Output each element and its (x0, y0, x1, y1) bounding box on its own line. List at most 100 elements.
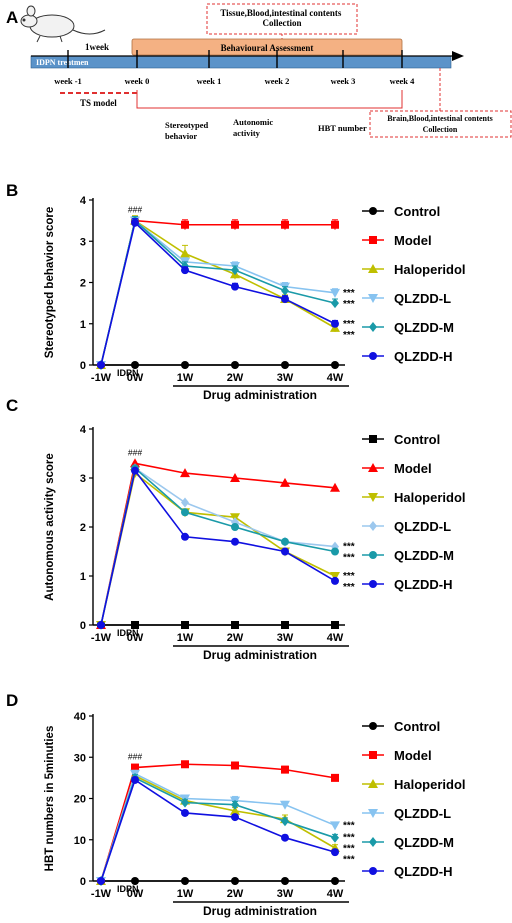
x-tick-label: 3W (277, 632, 294, 644)
x-tick-label: 0W (127, 632, 144, 644)
legend-label: QLZDD-M (394, 548, 454, 563)
y-tick-label: 1 (80, 319, 86, 331)
timeline-bar (30, 55, 452, 69)
data-point (131, 763, 139, 772)
ts-model-label: TS model (80, 98, 117, 108)
y-tick-label: 40 (74, 711, 86, 723)
series-line (100, 778, 336, 882)
data-point (280, 477, 290, 487)
series-control (97, 361, 339, 369)
legend-marker (368, 493, 378, 502)
series-line (100, 774, 336, 882)
legend-entry: Model (362, 748, 432, 763)
significance-marker: *** (343, 553, 355, 564)
data-point (181, 877, 189, 885)
series-qlzdd-m (97, 464, 339, 629)
idpn-label: IDPN (117, 368, 139, 378)
y-tick-label: 3 (80, 473, 86, 485)
legend-label: Control (394, 432, 440, 447)
legend-marker (369, 352, 377, 360)
y-axis-label: Stereotyped behavior score (44, 207, 56, 358)
week-label: week 4 (390, 76, 416, 86)
data-point (331, 298, 339, 309)
week-label: week 3 (331, 76, 356, 86)
data-point (181, 497, 189, 508)
series-haloperidol (96, 469, 340, 630)
significance-marker: *** (343, 855, 355, 866)
x-tick-label: 4W (327, 372, 344, 384)
series-line (100, 772, 336, 882)
panel-label: B (6, 181, 18, 200)
idpn-treatment-label: IDPN treatmen (36, 58, 89, 67)
panel-c-autonomous-chart: C 0 1 2 3 4 Autonomous activity score -1W 0W 1W 2W… (6, 396, 466, 662)
measure-autonomic: Autonomic activity (233, 117, 273, 138)
x-tick-label: 2W (227, 632, 244, 644)
legend-marker (368, 779, 378, 788)
data-point (97, 621, 105, 629)
final-collection-box (369, 110, 512, 138)
data-point (331, 773, 339, 782)
data-point (331, 547, 339, 556)
series-qlzdd-h (97, 466, 339, 629)
y-axis-label: Autonomous activity score (44, 453, 56, 601)
data-point (331, 576, 339, 585)
x-tick-label: 1W (177, 372, 194, 384)
legend-marker (368, 809, 378, 818)
peak-annotation: ### (128, 205, 142, 215)
data-point (281, 621, 289, 629)
peak-annotation: ### (128, 447, 142, 457)
legend-entry: QLZDD-H (362, 349, 453, 364)
y-tick-label: 3 (80, 236, 86, 248)
data-point (181, 508, 189, 517)
significance-marker: *** (343, 820, 355, 831)
x-tick-label: 2W (227, 888, 244, 900)
legend-entry: QLZDD-H (362, 864, 453, 879)
mouse-icon (20, 5, 106, 43)
panel-b-stereotyped-chart: B 0 1 2 3 4 Stereotyped behavior score -1W 0W 1W 2… (6, 181, 466, 402)
data-point (231, 537, 239, 546)
panel-a-timeline: A Tissue,Blood,intestinal contents Colle… (6, 3, 512, 141)
data-point (281, 220, 289, 229)
data-point (97, 877, 105, 885)
y-tick-label: 20 (74, 794, 86, 806)
y-tick-label: 1 (80, 571, 86, 583)
data-point (231, 877, 239, 885)
series-line (100, 219, 336, 366)
legend-entry: Haloperidol (362, 777, 466, 792)
x-axis-label: Drug administration (203, 388, 317, 402)
week-label: week 0 (125, 76, 150, 86)
legend-marker (369, 207, 377, 215)
y-tick-label: 30 (74, 752, 86, 764)
legend-label: Haloperidol (394, 490, 466, 505)
significance-marker: *** (343, 833, 355, 844)
idpn-label: IDPN (117, 628, 139, 638)
legend-entry: QLZDD-L (362, 806, 451, 821)
legend-entry: QLZDD-L (362, 291, 451, 306)
series-control (97, 621, 339, 629)
data-point (131, 621, 139, 629)
legend-label: Model (394, 461, 432, 476)
y-tick-label: 2 (80, 278, 86, 290)
legend-marker (369, 435, 377, 443)
data-point (281, 537, 289, 546)
week-label: week -1 (54, 76, 82, 86)
idpn-label: IDPN (117, 884, 139, 894)
data-point (181, 266, 189, 275)
data-point (330, 821, 340, 831)
data-point (181, 797, 189, 808)
data-point (281, 361, 289, 369)
legend-entry: QLZDD-M (362, 835, 454, 850)
data-point (180, 248, 190, 258)
legend-label: QLZDD-H (394, 577, 453, 592)
x-tick-label: -1W (91, 888, 112, 900)
data-point (231, 265, 239, 276)
legend-entry: Control (362, 204, 440, 219)
legend-label: QLZDD-M (394, 835, 454, 850)
legend-label: Model (394, 233, 432, 248)
data-point (330, 482, 340, 492)
data-point (230, 473, 240, 482)
series-qlzdd-h (97, 775, 339, 885)
behaviour-assessment-bar (131, 38, 403, 56)
series-qlzdd-h (97, 218, 339, 369)
legend-marker (369, 551, 377, 559)
